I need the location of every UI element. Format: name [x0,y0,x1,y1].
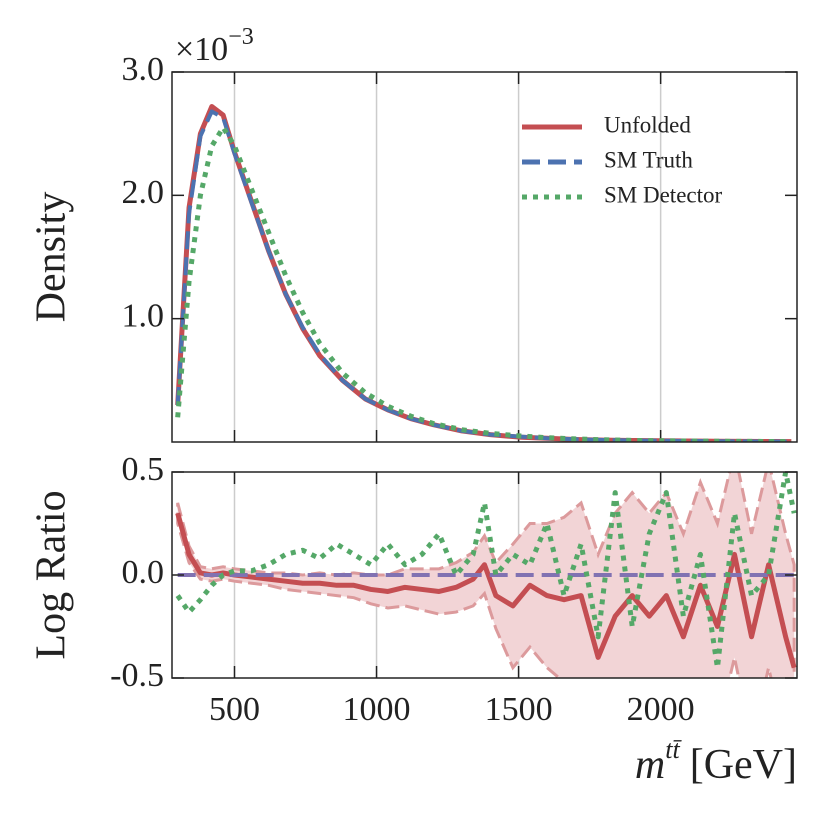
y-tick-label: 0.5 [122,451,165,488]
x-tick-label: 1500 [485,691,553,728]
y-tick-label: 2.0 [122,174,165,211]
legend-label: SM Detector [604,182,723,207]
y-tick-label: 1.0 [122,297,165,334]
y-tick-label: 0.0 [122,554,165,591]
y-multiplier: ×10−3 [175,24,254,68]
legend-label: Unfolded [604,112,691,137]
series-line [175,125,792,442]
x-tick-label: 1000 [343,691,411,728]
axes-frame [171,71,798,443]
x-label-sup: tt̄ [665,735,682,764]
x-label-unit: [GeV] [690,742,797,788]
series-line [175,104,792,442]
y-tick-label: -0.5 [110,657,164,694]
multiplier-exponent: −3 [228,24,254,50]
multiplier-base: ×10 [175,31,228,68]
plot-area [175,104,792,442]
x-axis-label: mtt̄ [GeV] [635,735,797,788]
y-axis-label: Density [29,192,75,323]
series-line [175,512,797,669]
x-label-symbol: m [635,742,665,788]
x-tick-label: 2000 [627,691,695,728]
legend-label: SM Truth [604,147,693,172]
series-line [175,109,792,442]
series-line [175,472,797,671]
x-tick-label: 500 [209,691,260,728]
axes-frame [171,471,798,679]
plot-area [175,472,797,678]
y-tick-label: 3.0 [122,51,165,88]
y-axis-label: Log Ratio [29,490,75,659]
